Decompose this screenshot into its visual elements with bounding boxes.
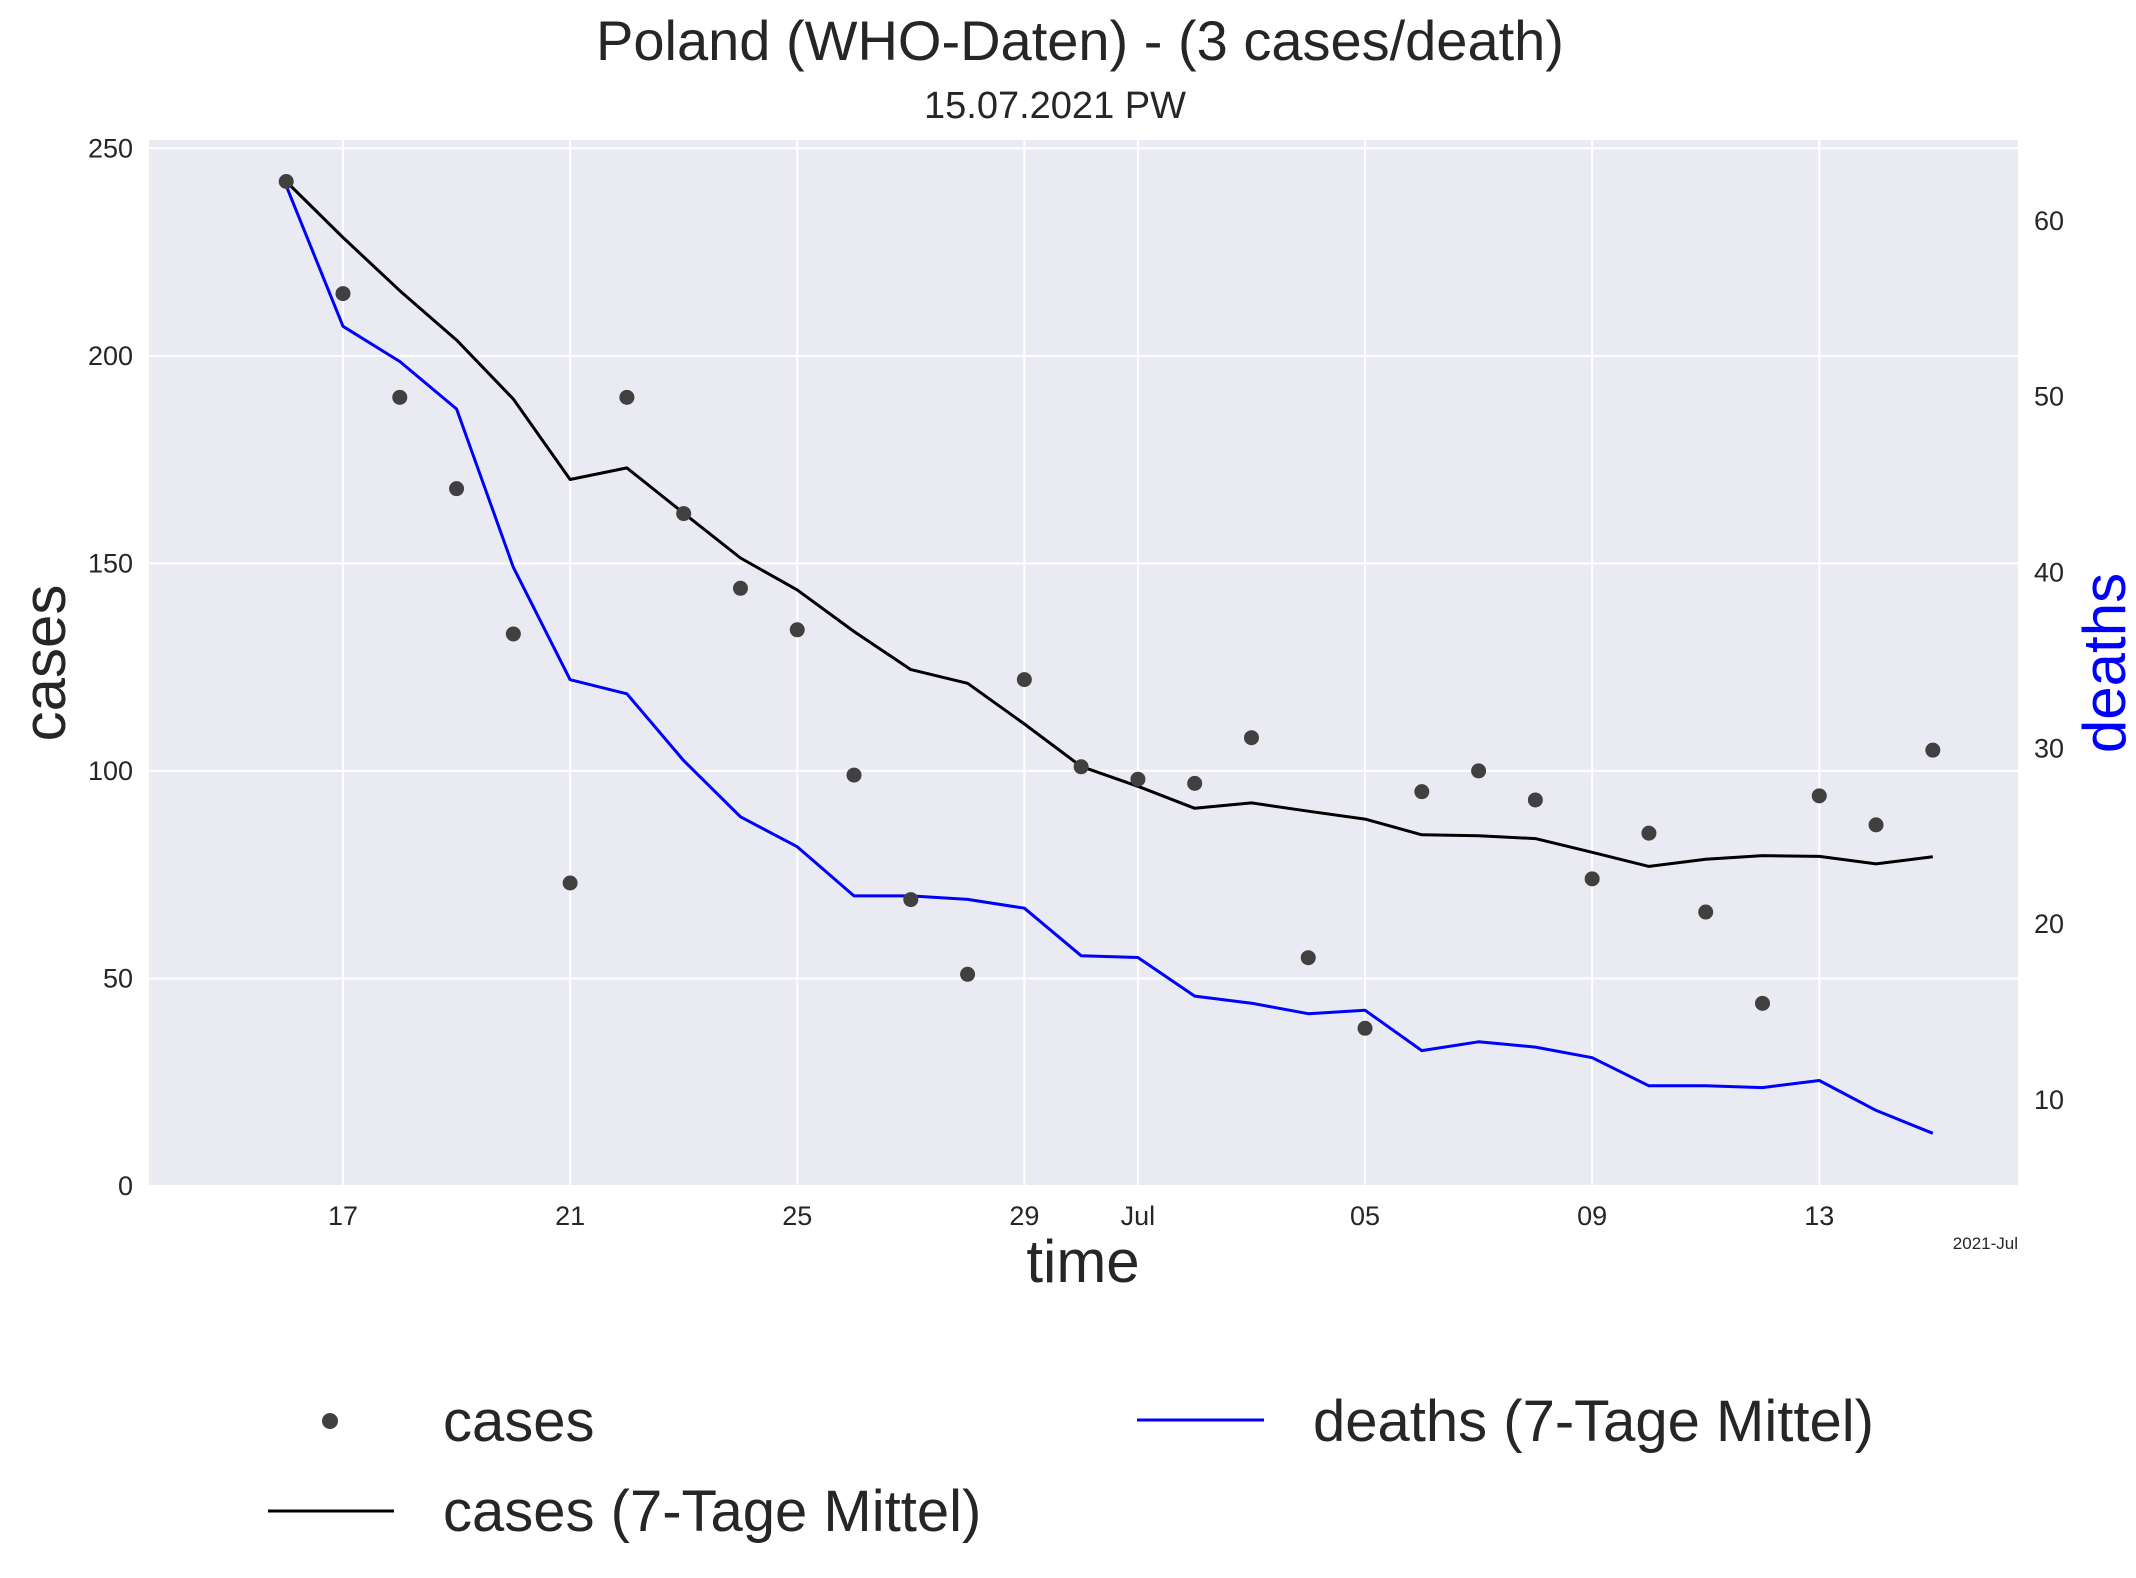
deaths-7day-line <box>284 185 1934 1135</box>
legend-label-cases: cases <box>443 1389 595 1454</box>
x-tick-label: 13 <box>1804 1201 1834 1231</box>
x-gridlines <box>341 140 1821 1186</box>
legend-label-cases-7day: cases (7-Tage Mittel) <box>443 1479 981 1544</box>
cases-point <box>732 580 748 596</box>
x-tick-labels: 17 21 25 29 Jul 05 09 13 <box>328 1201 1834 1231</box>
legend-item-deaths-7day: deaths (7-Tage Mittel) <box>1137 1389 1874 1454</box>
y-tick-labels: 0 50 100 150 200 250 <box>88 133 133 1201</box>
y-tick-label: 250 <box>88 133 133 163</box>
cases-point <box>676 506 692 522</box>
cases-7day-line <box>285 180 1933 868</box>
x-corner-label: 2021-Jul <box>1953 1234 2018 1253</box>
cases-point <box>1811 788 1827 804</box>
y2-tick-label: 40 <box>2034 557 2064 587</box>
y-tick-label: 150 <box>88 548 133 578</box>
cases-point <box>505 626 521 642</box>
legend-item-cases: cases <box>322 1389 595 1454</box>
legend: cases cases (7-Tage Mittel) deaths (7-Ta… <box>268 1389 1874 1544</box>
cases-point <box>1073 759 1089 775</box>
cases-point <box>960 966 976 982</box>
cases-point <box>1925 742 1941 758</box>
cases-7day-line-group <box>285 180 1933 868</box>
legend-item-cases-7day: cases (7-Tage Mittel) <box>268 1479 981 1544</box>
y2-tick-label: 50 <box>2034 382 2064 412</box>
cases-point <box>562 875 578 891</box>
y-tick-label: 0 <box>118 1171 133 1201</box>
cases-point <box>789 622 805 638</box>
cases-points-group <box>278 174 1941 1036</box>
y-gridlines <box>149 147 2018 1187</box>
x-tick-label: 21 <box>555 1201 585 1231</box>
y2-tick-labels: 10 20 30 40 50 60 <box>2034 206 2064 1115</box>
y2-tick-label: 20 <box>2034 909 2064 939</box>
x-axis-label: time <box>1026 1228 1139 1295</box>
y2-tick-label: 30 <box>2034 733 2064 763</box>
cases-point <box>278 174 294 190</box>
cases-point <box>846 767 862 783</box>
cases-point <box>1130 771 1146 787</box>
plot-area <box>149 140 2018 1186</box>
legend-label-deaths-7day: deaths (7-Tage Mittel) <box>1313 1389 1874 1454</box>
chart-title: Poland (WHO-Daten) - (3 cases/death) <box>596 9 1564 72</box>
x-tick-label: 05 <box>1350 1201 1380 1231</box>
y-tick-label: 100 <box>88 756 133 786</box>
cases-point <box>1698 904 1714 920</box>
cases-point <box>1868 817 1884 833</box>
y2-axis-label: deaths <box>2071 573 2136 753</box>
cases-point <box>1527 792 1543 808</box>
x-tick-label: 09 <box>1577 1201 1607 1231</box>
x-tick-label: 29 <box>1009 1201 1039 1231</box>
cases-point <box>619 389 635 405</box>
deaths-7day-line-group <box>284 185 1934 1135</box>
cases-point <box>903 892 919 908</box>
cases-point <box>1300 950 1316 966</box>
cases-point <box>1357 1020 1373 1036</box>
x-tick-label: 25 <box>782 1201 812 1231</box>
cases-point <box>335 286 351 302</box>
legend-marker-cases <box>322 1413 338 1429</box>
chart-subtitle: 15.07.2021 PW <box>924 85 1186 127</box>
y-axis-label: cases <box>11 585 78 742</box>
cases-point <box>1754 995 1770 1011</box>
cases-point <box>392 389 408 405</box>
y2-tick-label: 60 <box>2034 206 2064 236</box>
x-tick-label: Jul <box>1121 1201 1156 1231</box>
cases-point <box>1641 825 1657 841</box>
y-tick-label: 200 <box>88 341 133 371</box>
cases-point <box>1471 763 1487 779</box>
y2-tick-label: 10 <box>2034 1085 2064 1115</box>
cases-point <box>1584 871 1600 887</box>
cases-point <box>1243 730 1259 746</box>
cases-point <box>1414 784 1430 800</box>
y-tick-label: 50 <box>103 963 133 993</box>
cases-point <box>1016 672 1032 688</box>
cases-point <box>1187 775 1203 791</box>
x-tick-label: 17 <box>328 1201 358 1231</box>
cases-point <box>449 481 465 497</box>
